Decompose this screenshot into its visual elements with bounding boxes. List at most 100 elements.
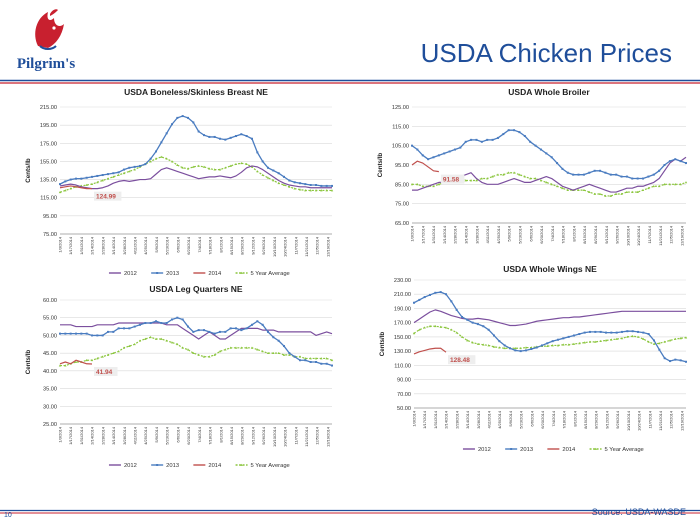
- data-point: [620, 337, 624, 340]
- data-label: 124.99: [96, 194, 116, 201]
- data-point: [609, 173, 612, 176]
- x-tick-label: 7/4/2014: [197, 426, 202, 442]
- data-point: [64, 180, 67, 183]
- data-point: [293, 355, 296, 358]
- x-tick-label: 5/23/2014: [519, 410, 524, 429]
- data-point: [170, 341, 174, 344]
- x-tick-label: 10/10/2014: [272, 426, 277, 447]
- data-point: [277, 181, 280, 185]
- data-point: [593, 192, 596, 195]
- x-tick-label: 3/14/2014: [111, 426, 116, 445]
- data-point: [240, 161, 243, 165]
- series-5-year-average: [58, 155, 334, 194]
- x-tick-label: 3/14/2014: [111, 236, 116, 255]
- data-point: [496, 173, 500, 176]
- data-point: [69, 187, 72, 190]
- data-point: [91, 175, 93, 178]
- data-point: [192, 121, 195, 124]
- data-point: [283, 175, 285, 178]
- data-point: [641, 188, 645, 192]
- data-point: [663, 357, 666, 360]
- series-line: [60, 336, 333, 367]
- data-point: [461, 315, 463, 318]
- data-point: [663, 164, 666, 166]
- chart-title: USDA Whole Wings NE: [503, 264, 597, 274]
- data-point: [423, 296, 426, 299]
- data-point: [572, 173, 575, 176]
- data-point: [604, 194, 607, 197]
- data-point: [240, 133, 243, 136]
- data-point: [491, 175, 494, 178]
- y-tick-label: 45.00: [43, 351, 57, 357]
- legend-label: 2012: [124, 271, 137, 277]
- x-tick-label: 1/17/2014: [420, 225, 425, 244]
- series-2014: [59, 185, 93, 190]
- data-point: [224, 348, 227, 351]
- data-point: [493, 334, 495, 337]
- data-point: [502, 133, 505, 136]
- data-point: [283, 345, 285, 348]
- data-point: [176, 342, 179, 346]
- data-label-box: [94, 366, 118, 376]
- data-point: [267, 166, 269, 169]
- data-point: [663, 183, 666, 186]
- data-point: [453, 148, 456, 151]
- data-point: [256, 348, 259, 351]
- data-point: [432, 156, 435, 159]
- data-point: [213, 168, 216, 171]
- data-point: [229, 136, 232, 139]
- data-point: [604, 339, 608, 342]
- series-2014: [59, 359, 93, 365]
- data-point: [614, 192, 618, 195]
- data-point: [123, 168, 125, 171]
- data-point: [444, 326, 448, 329]
- series-line: [413, 347, 447, 355]
- data-point: [605, 331, 607, 334]
- data-point: [610, 338, 613, 341]
- data-point: [615, 337, 618, 340]
- x-tick-label: 7/18/2014: [562, 410, 567, 429]
- x-tick-label: 2/28/2014: [453, 225, 458, 244]
- data-point: [439, 325, 442, 328]
- data-point: [298, 188, 302, 191]
- data-point: [282, 353, 286, 356]
- data-point: [288, 179, 291, 182]
- x-tick-label: 6/20/2014: [539, 225, 544, 244]
- y-tick-label: 175.00: [40, 141, 57, 147]
- x-tick-label: 12/19/2014: [325, 426, 330, 447]
- data-point: [545, 181, 548, 184]
- data-point: [418, 328, 421, 331]
- data-point: [432, 184, 435, 188]
- y-tick-label: 210.00: [394, 292, 411, 298]
- data-point: [507, 171, 510, 174]
- data-label: 41.94: [96, 369, 113, 376]
- slide-title: USDA Chicken Prices: [420, 38, 672, 68]
- data-point: [577, 188, 580, 192]
- legend-label: 2013: [166, 463, 179, 469]
- data-point: [625, 175, 628, 178]
- data-point: [112, 175, 115, 178]
- data-point: [149, 157, 152, 160]
- data-point: [85, 176, 88, 179]
- data-point: [434, 291, 437, 294]
- data-point: [413, 301, 415, 304]
- data-point: [213, 135, 216, 138]
- x-tick-label: 3/28/2014: [122, 236, 127, 255]
- legend-marker: [510, 448, 513, 450]
- data-point: [647, 340, 650, 343]
- x-tick-label: 4/25/2014: [143, 236, 148, 255]
- data-point: [331, 364, 333, 367]
- y-tick-label: 75.00: [395, 202, 409, 208]
- data-point: [288, 185, 291, 188]
- data-point: [229, 346, 232, 349]
- data-point: [90, 358, 94, 362]
- data-point: [528, 177, 532, 180]
- data-point: [320, 362, 323, 365]
- data-point: [64, 189, 67, 192]
- legend-marker: [240, 271, 243, 274]
- series-5-year-average: [58, 335, 334, 367]
- data-point: [202, 165, 206, 168]
- data-point: [534, 177, 537, 180]
- x-tick-label: 11/21/2014: [304, 426, 309, 446]
- y-tick-label: 65.00: [395, 221, 409, 227]
